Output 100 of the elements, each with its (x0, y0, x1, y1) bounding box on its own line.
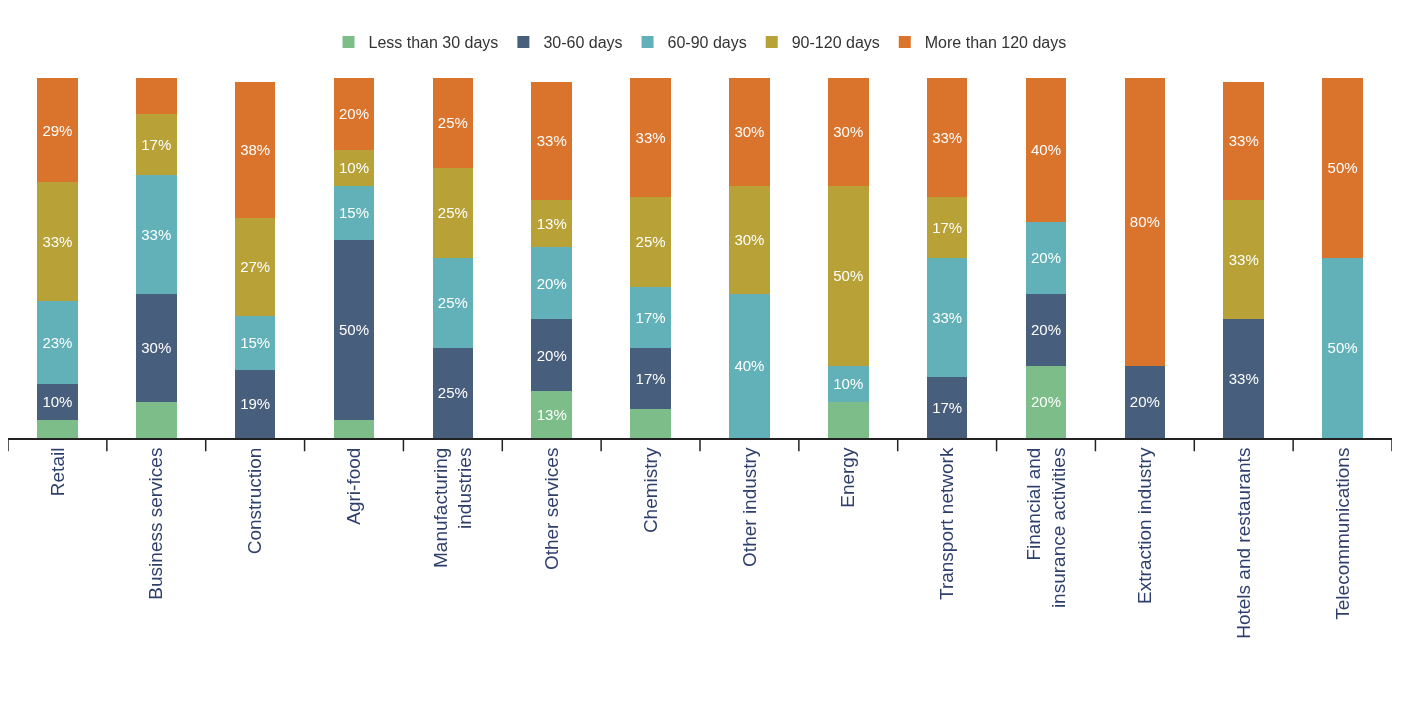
bar (37, 301, 78, 384)
bar (234, 315, 276, 370)
data-label: 29% (42, 121, 73, 139)
bar (729, 185, 770, 294)
bar (630, 409, 671, 438)
legend-label: 90-120 days (791, 34, 880, 52)
data-label: 20% (536, 274, 567, 292)
bar (630, 196, 671, 287)
bar (37, 77, 78, 183)
bar (1025, 293, 1067, 366)
data-label: 27% (240, 258, 271, 276)
bar (729, 293, 770, 438)
x-tick-label: Agri-food (343, 447, 365, 525)
data-label: 17% (932, 218, 963, 236)
bar (531, 391, 572, 438)
legend-label: More than 120 days (924, 34, 1067, 52)
data-label: 20% (1129, 393, 1160, 411)
bar (432, 167, 474, 258)
data-label: 17% (141, 136, 172, 154)
bar (630, 286, 671, 348)
data-label: 33% (1228, 251, 1259, 269)
bar (630, 77, 671, 197)
data-label: 33% (932, 308, 963, 326)
bar (432, 257, 474, 348)
data-label: 80% (1129, 213, 1160, 231)
bar (531, 200, 572, 248)
bar (1223, 81, 1264, 201)
bar (136, 293, 177, 402)
bar (926, 77, 968, 197)
x-tick-label: Business services (145, 447, 167, 600)
bar (828, 185, 869, 366)
data-label: 25% (437, 384, 468, 402)
data-label: 19% (240, 395, 271, 413)
bar (1124, 365, 1166, 438)
bar (333, 420, 375, 438)
data-label: 20% (1030, 249, 1062, 267)
data-label: 10% (833, 375, 864, 393)
bar (136, 402, 177, 438)
bar (531, 319, 572, 392)
bar (333, 239, 375, 420)
bar (926, 376, 968, 438)
x-tick-label: Telecommunications (1331, 447, 1353, 620)
data-label: 33% (1228, 132, 1259, 150)
x-tick-label: Other industry (738, 447, 760, 567)
x-tick-label: Financial and insurance activities (1022, 447, 1069, 609)
data-label: 30% (141, 339, 172, 357)
bar (432, 77, 474, 168)
data-label: 17% (635, 370, 666, 388)
bar (1322, 257, 1363, 438)
bar (136, 77, 177, 114)
data-label: 17% (635, 308, 666, 326)
data-label: 30% (833, 123, 864, 141)
data-label: 25% (635, 233, 666, 251)
bar (1025, 365, 1067, 438)
bar (729, 77, 770, 186)
data-label: 20% (1030, 393, 1062, 411)
data-label: 50% (1327, 339, 1358, 357)
bar (1223, 319, 1264, 438)
bar (531, 247, 572, 320)
bar (37, 383, 78, 420)
x-tick-label: Extraction industry (1134, 447, 1156, 604)
data-label: 50% (1327, 159, 1358, 177)
data-label: 30% (734, 231, 765, 249)
bar (37, 420, 78, 438)
data-label: 20% (536, 346, 567, 364)
data-label: 50% (833, 267, 864, 285)
bar (234, 218, 276, 316)
bar (37, 182, 78, 302)
bar (234, 369, 276, 438)
x-tick-label: Transport network (936, 447, 958, 601)
bar (531, 81, 572, 201)
bar (926, 257, 968, 377)
data-label: 25% (437, 294, 468, 312)
data-label: 33% (1228, 370, 1259, 388)
bar (136, 113, 177, 176)
bar (1124, 77, 1166, 366)
x-tick-label: Retail (46, 447, 68, 497)
x-tick-label: Construction (244, 447, 266, 555)
x-tick-label: Other services (540, 447, 562, 571)
data-label: 10% (338, 159, 370, 177)
legend-label: Less than 30 days (368, 34, 499, 52)
x-tick-label: Manufacturing industries (429, 447, 476, 569)
data-label: 13% (536, 406, 567, 424)
x-tick-label: Hotels and restaurants (1232, 447, 1254, 639)
legend-label: 30-60 days (543, 34, 623, 52)
x-tick-label: Chemistry (639, 447, 661, 534)
bar (432, 347, 474, 438)
data-label: 33% (42, 233, 73, 251)
bar (333, 77, 375, 150)
data-label: 33% (141, 226, 172, 244)
data-label: 50% (338, 321, 370, 339)
bar (828, 77, 869, 186)
data-label: 25% (437, 204, 468, 222)
bar (1322, 77, 1363, 258)
data-label: 15% (338, 204, 370, 222)
data-label: 40% (734, 357, 765, 375)
data-label: 33% (635, 128, 666, 146)
bar (136, 175, 177, 294)
legend-label: 60-90 days (667, 34, 747, 52)
data-label: 20% (1030, 321, 1062, 339)
